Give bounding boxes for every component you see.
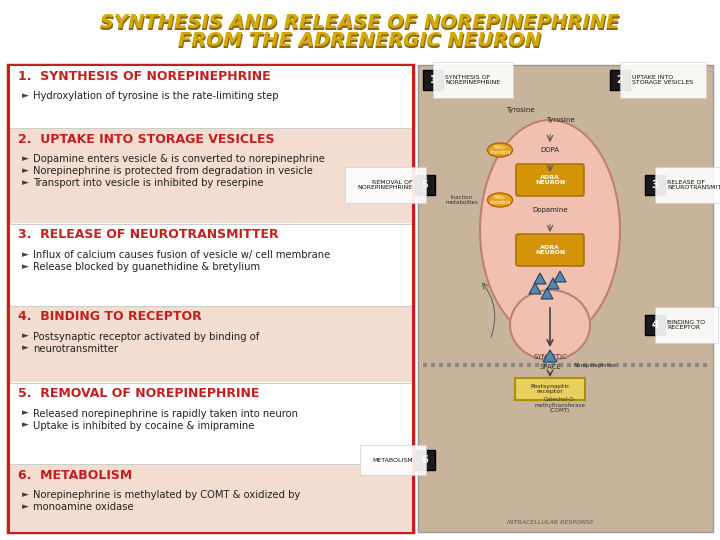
- Text: ►: ►: [22, 250, 29, 259]
- FancyBboxPatch shape: [515, 378, 585, 400]
- Ellipse shape: [480, 120, 620, 340]
- FancyBboxPatch shape: [9, 129, 412, 223]
- Text: ►: ►: [22, 343, 29, 353]
- FancyBboxPatch shape: [9, 465, 412, 531]
- Text: Inaction
metabolites: Inaction metabolites: [446, 194, 478, 205]
- FancyBboxPatch shape: [418, 65, 713, 532]
- FancyBboxPatch shape: [9, 65, 412, 127]
- Text: ►: ►: [22, 91, 29, 100]
- Polygon shape: [547, 278, 559, 289]
- Text: Influx of calcium causes fusion of vesicle w/ cell membrane: Influx of calcium causes fusion of vesic…: [33, 250, 330, 260]
- Text: 1.  SYNTHESIS OF NOREPINEPHRINE: 1. SYNTHESIS OF NOREPINEPHRINE: [18, 70, 271, 83]
- Text: ►: ►: [22, 178, 29, 187]
- Text: ►: ►: [22, 490, 29, 500]
- Text: 3.  RELEASE OF NEUROTRANSMITTER: 3. RELEASE OF NEUROTRANSMITTER: [18, 228, 279, 241]
- Text: BINDING TO
RECEPTOR: BINDING TO RECEPTOR: [667, 320, 705, 330]
- Text: SYNTHESIS AND RELEASE OF NOREPINEPHRINE: SYNTHESIS AND RELEASE OF NOREPINEPHRINE: [100, 14, 620, 32]
- Text: monoamine oxidase: monoamine oxidase: [33, 502, 134, 512]
- Text: Tyrosine: Tyrosine: [546, 117, 575, 123]
- Text: ►: ►: [22, 421, 29, 429]
- Text: SYNTHESIS AND RELEASE OF NOREPINEPHRINE: SYNTHESIS AND RELEASE OF NOREPINEPHRINE: [100, 16, 620, 35]
- FancyBboxPatch shape: [8, 65, 413, 532]
- Text: ►: ►: [22, 262, 29, 271]
- Ellipse shape: [510, 290, 590, 360]
- FancyBboxPatch shape: [645, 175, 665, 195]
- Text: ►: ►: [22, 332, 29, 341]
- Text: Postsynaptic
receptor: Postsynaptic receptor: [530, 383, 570, 394]
- Text: Mito-
chondria: Mito- chondria: [490, 194, 510, 205]
- FancyBboxPatch shape: [9, 383, 412, 464]
- Text: SYNTHESIS OF
NOREPINEPHRINE: SYNTHESIS OF NOREPINEPHRINE: [445, 75, 500, 85]
- Text: 3: 3: [652, 180, 658, 190]
- Text: METABOLISM: METABOLISM: [372, 457, 413, 462]
- FancyBboxPatch shape: [610, 70, 630, 90]
- FancyBboxPatch shape: [645, 315, 665, 335]
- Text: ►: ►: [22, 502, 29, 511]
- Text: ADRA
NEURON: ADRA NEURON: [535, 174, 565, 185]
- Text: Released norepinephrine is rapidly taken into neuron: Released norepinephrine is rapidly taken…: [33, 409, 298, 419]
- Text: Norepinephrine is protected from degradation in vesicle: Norepinephrine is protected from degrada…: [33, 166, 313, 176]
- Polygon shape: [554, 271, 566, 282]
- Text: 4.  BINDING TO RECEPTOR: 4. BINDING TO RECEPTOR: [18, 310, 202, 323]
- Text: 2.  UPTAKE INTO STORAGE VESICLES: 2. UPTAKE INTO STORAGE VESICLES: [18, 132, 274, 146]
- Text: 1: 1: [430, 75, 436, 85]
- Text: 6: 6: [422, 455, 428, 465]
- Text: 5: 5: [422, 180, 428, 190]
- Text: Tyrosine: Tyrosine: [505, 107, 534, 113]
- Text: RELEASE OF
NEUROTRANSMITTER: RELEASE OF NEUROTRANSMITTER: [667, 180, 720, 191]
- Text: 5.  REMOVAL OF NOREPINEPHRINE: 5. REMOVAL OF NOREPINEPHRINE: [18, 387, 259, 400]
- Text: Dopamine enters vesicle & is converted to norepinephrine: Dopamine enters vesicle & is converted t…: [33, 154, 325, 164]
- Text: FROM THE ADRENERGIC NEURON: FROM THE ADRENERGIC NEURON: [179, 32, 541, 51]
- Text: ADRA
NEURON: ADRA NEURON: [535, 245, 565, 255]
- Text: ►: ►: [22, 409, 29, 417]
- Text: SPACE: SPACE: [539, 364, 561, 370]
- Polygon shape: [529, 283, 541, 294]
- FancyBboxPatch shape: [9, 224, 412, 305]
- Text: Catechol-O-
methyltransferase
(COMT): Catechol-O- methyltransferase (COMT): [534, 397, 585, 413]
- Text: DOPA: DOPA: [541, 147, 559, 153]
- Text: Norepinephrine is methylated by COMT & oxidized by: Norepinephrine is methylated by COMT & o…: [33, 490, 300, 500]
- Polygon shape: [541, 288, 553, 299]
- Ellipse shape: [487, 143, 513, 157]
- Ellipse shape: [487, 193, 513, 207]
- Text: 2: 2: [616, 75, 624, 85]
- Text: neurotransmitter: neurotransmitter: [33, 343, 118, 354]
- FancyBboxPatch shape: [415, 175, 435, 195]
- Text: Transport into vesicle is inhibited by reserpine: Transport into vesicle is inhibited by r…: [33, 178, 264, 188]
- Text: FROM THE ADRENERGIC NEURON: FROM THE ADRENERGIC NEURON: [179, 32, 543, 51]
- Text: ►: ►: [22, 166, 29, 175]
- FancyBboxPatch shape: [516, 164, 584, 196]
- Text: REMOVAL OF
NOREPINEPHRINE: REMOVAL OF NOREPINEPHRINE: [358, 180, 413, 191]
- Text: FROM THE ADRENERGIC NEURON: FROM THE ADRENERGIC NEURON: [179, 30, 541, 50]
- FancyBboxPatch shape: [516, 234, 584, 266]
- Text: Norepinephrine: Norepinephrine: [574, 362, 616, 368]
- FancyBboxPatch shape: [9, 306, 412, 382]
- Text: INTRACELLULAR RESPONSE: INTRACELLULAR RESPONSE: [507, 519, 593, 524]
- Text: 4: 4: [652, 320, 658, 330]
- Text: Postsynaptic receptor activated by binding of: Postsynaptic receptor activated by bindi…: [33, 332, 259, 341]
- Polygon shape: [534, 273, 546, 284]
- Text: UPTAKE INTO
STORAGE VESICLES: UPTAKE INTO STORAGE VESICLES: [632, 75, 693, 85]
- Text: Hydroxylation of tyrosine is the rate-limiting step: Hydroxylation of tyrosine is the rate-li…: [33, 91, 279, 101]
- Text: ►: ►: [22, 154, 29, 163]
- Text: 6.  METABOLISM: 6. METABOLISM: [18, 469, 132, 482]
- FancyBboxPatch shape: [423, 70, 443, 90]
- Text: SYNTHESIS AND RELEASE OF NOREPINEPHRINE: SYNTHESIS AND RELEASE OF NOREPINEPHRINE: [102, 16, 621, 35]
- Text: SYNAPTIC: SYNAPTIC: [533, 354, 567, 360]
- Text: Uptake is inhibited by cocaine & imipramine: Uptake is inhibited by cocaine & imipram…: [33, 421, 254, 430]
- Text: Mito-
chondria: Mito- chondria: [490, 145, 510, 156]
- Text: Dopamine: Dopamine: [532, 207, 568, 213]
- Polygon shape: [543, 350, 557, 362]
- Text: Release blocked by guanethidine & bretylium: Release blocked by guanethidine & bretyl…: [33, 262, 260, 272]
- FancyBboxPatch shape: [415, 450, 435, 470]
